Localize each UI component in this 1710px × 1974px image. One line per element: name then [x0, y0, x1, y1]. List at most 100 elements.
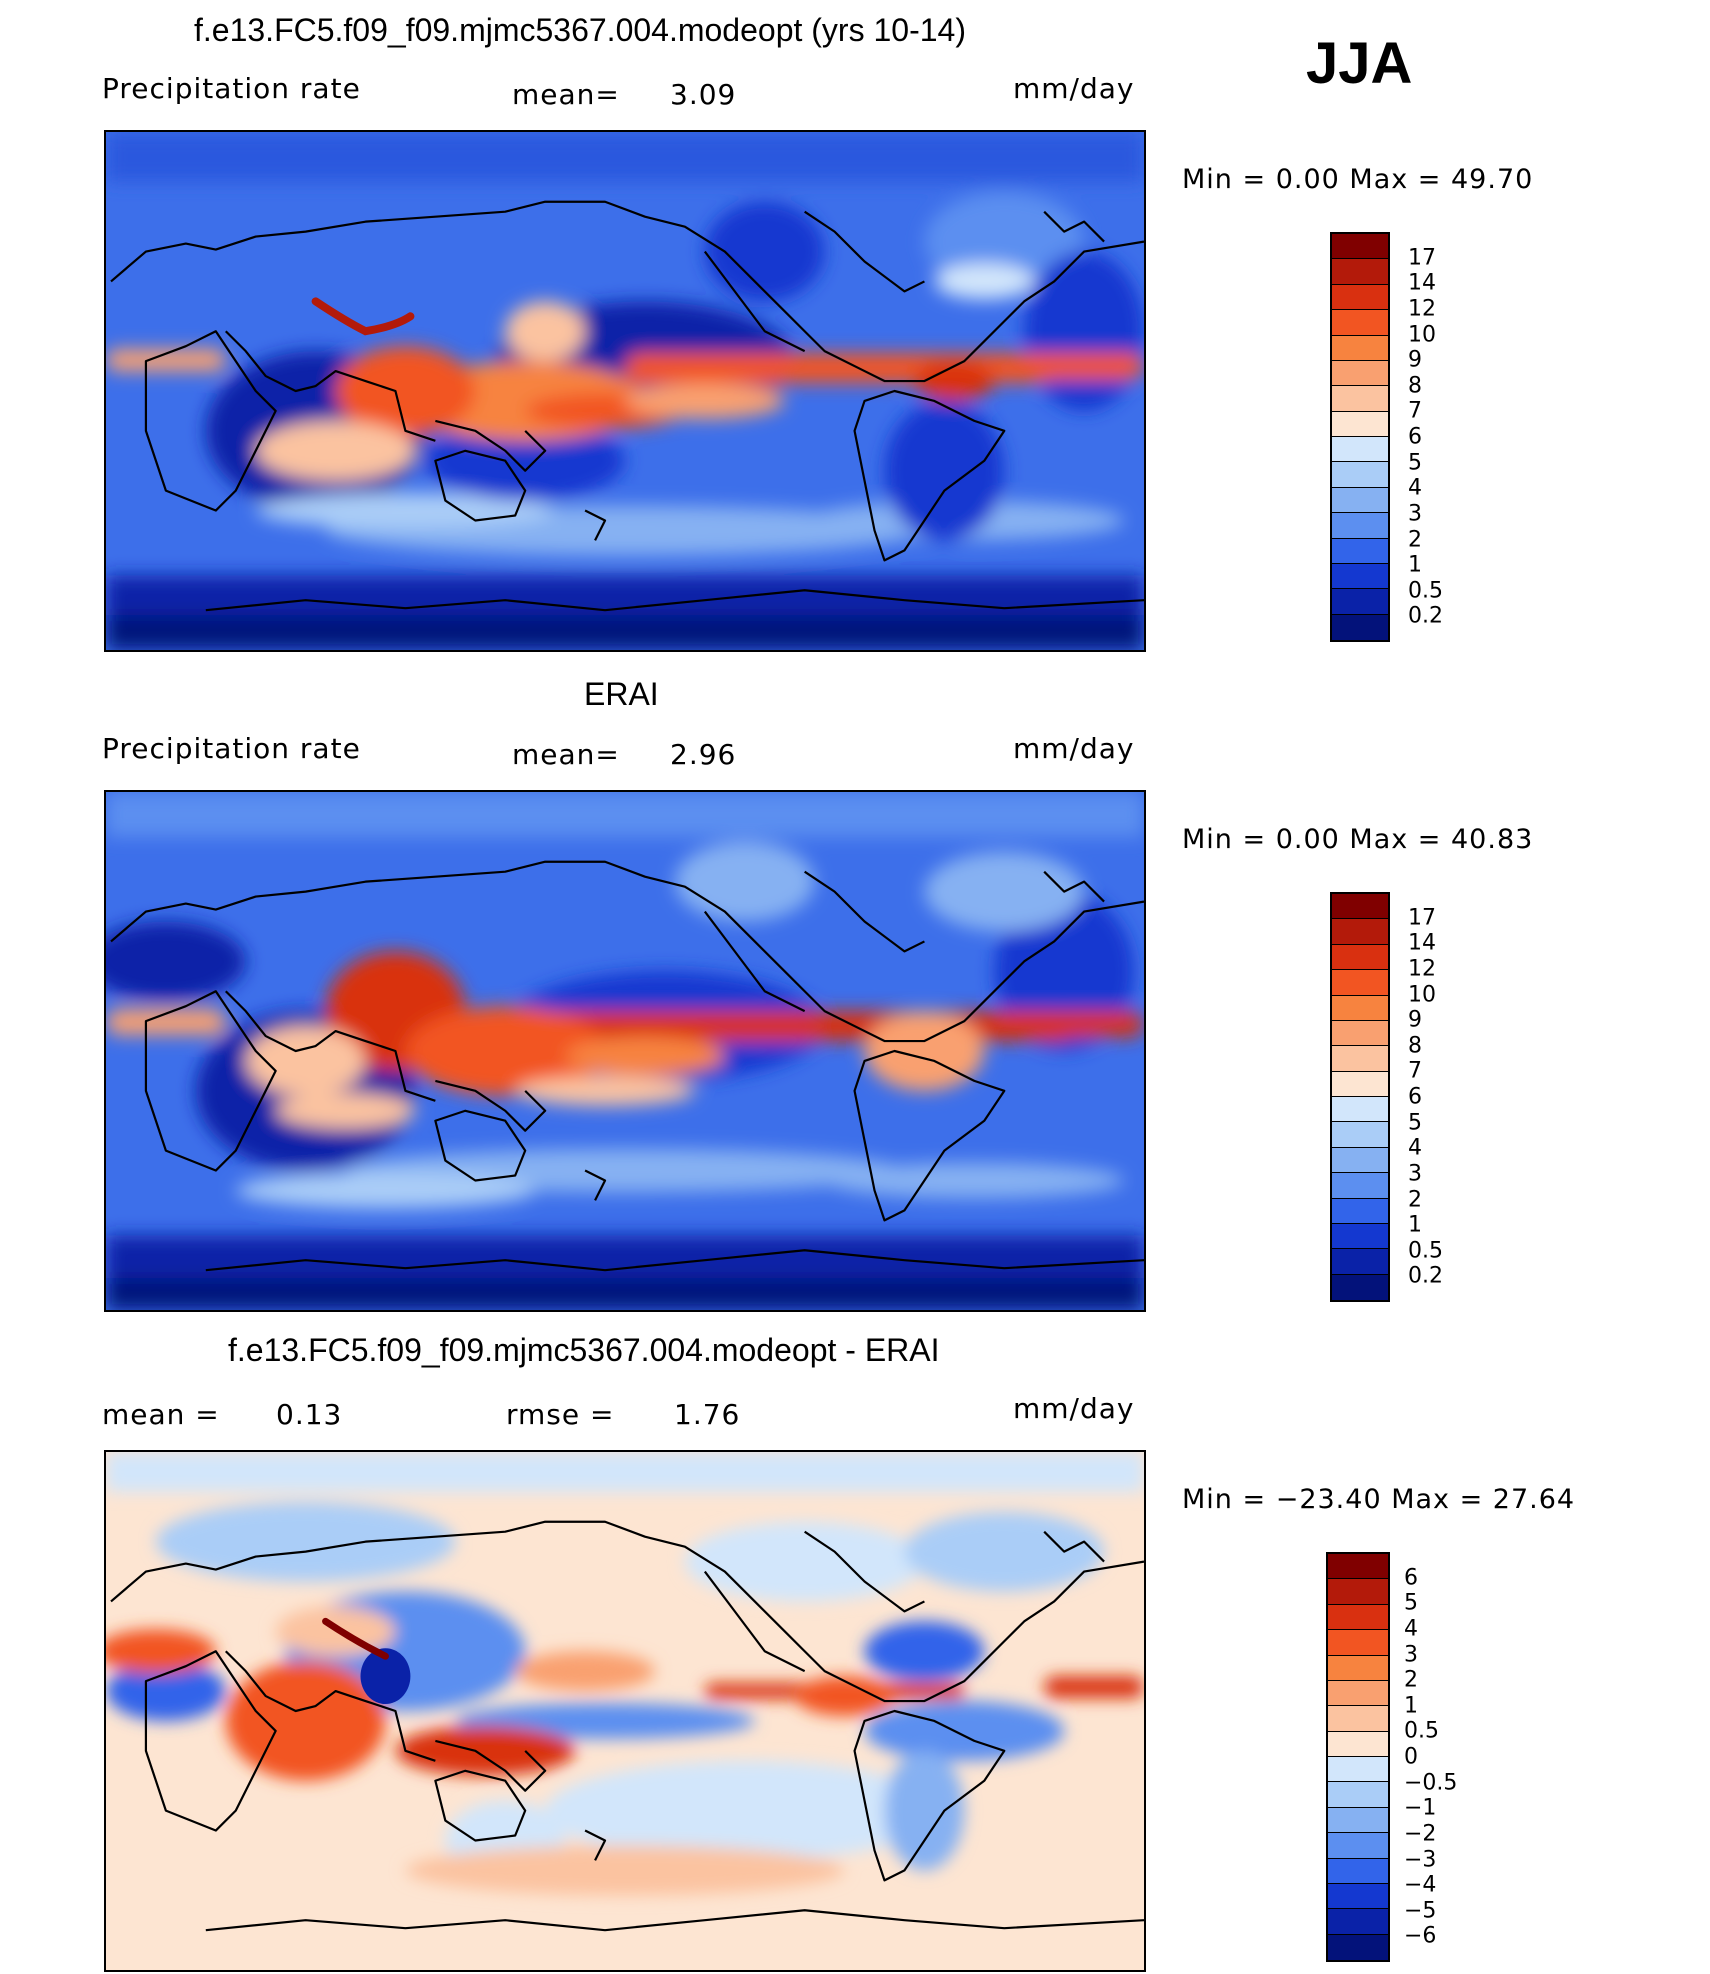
panel3-map-canvas: [106, 1452, 1144, 1970]
colorbar-swatch: [1332, 1173, 1388, 1199]
panel3-colorbar-swatches: [1328, 1554, 1388, 1960]
panel3-rmse-value: 1.76: [674, 1398, 741, 1431]
colorbar-tick-label: 0.5: [1408, 578, 1443, 604]
colorbar-tick-label: 3: [1404, 1642, 1418, 1667]
colorbar-tick-label: 3: [1408, 501, 1422, 527]
colorbar-tick-label: 6: [1408, 424, 1422, 450]
panel3-rmse-label: rmse =: [506, 1398, 615, 1431]
colorbar-tick-label: 1: [1408, 1212, 1422, 1238]
colorbar-swatch: [1328, 1630, 1388, 1656]
colorbar-swatch: [1332, 970, 1388, 996]
colorbar-tick-label: −4: [1404, 1872, 1437, 1898]
panel2-mean-value: 2.96: [670, 738, 737, 771]
panel1-mean-label: mean=: [512, 78, 620, 111]
colorbar-tick-label: 6: [1404, 1565, 1418, 1591]
colorbar-swatch: [1332, 894, 1388, 920]
colorbar-tick-label: 17: [1408, 905, 1436, 931]
panel3-units: mm/day: [1013, 1392, 1135, 1425]
colorbar-tick-label: 2: [1408, 1187, 1422, 1212]
colorbar-swatch: [1328, 1782, 1388, 1808]
colorbar-swatch: [1332, 310, 1388, 336]
colorbar-tick-label: −6: [1404, 1923, 1437, 1949]
panel2-map-canvas: [106, 792, 1144, 1310]
colorbar-swatch: [1328, 1579, 1388, 1605]
colorbar-swatch: [1332, 563, 1388, 590]
colorbar-swatch: [1332, 259, 1388, 285]
panel2-variable-label: Precipitation rate: [102, 732, 361, 765]
colorbar-tick-label: 2: [1404, 1667, 1418, 1693]
panel2-coastlines: [110, 860, 1144, 1272]
colorbar-swatch: [1332, 360, 1388, 387]
colorbar-tick-label: 0.5: [1408, 1238, 1443, 1264]
colorbar-tick-label: 12: [1408, 296, 1436, 322]
colorbar-swatch: [1332, 919, 1388, 945]
panel2-minmax: Min = 0.00 Max = 40.83: [1182, 824, 1534, 855]
colorbar-tick-label: 6: [1408, 1084, 1422, 1110]
colorbar-tick-label: 3: [1408, 1161, 1422, 1187]
colorbar-swatch: [1332, 1274, 1388, 1300]
colorbar-swatch: [1332, 1122, 1388, 1148]
panel2-title: ERAI: [584, 676, 659, 712]
colorbar-tick-label: 8: [1408, 1033, 1422, 1059]
colorbar-swatch: [1332, 1198, 1388, 1224]
colorbar-tick-label: 14: [1408, 270, 1436, 296]
colorbar-swatch: [1332, 995, 1388, 1021]
colorbar-tick-label: 9: [1408, 1007, 1422, 1033]
panel2-precip-map: [104, 790, 1146, 1312]
colorbar-tick-label: 12: [1408, 956, 1436, 982]
colorbar-tick-label: 4: [1404, 1616, 1418, 1642]
colorbar-swatch: [1332, 335, 1388, 361]
colorbar-swatch: [1332, 614, 1388, 640]
colorbar-tick-label: 10: [1408, 982, 1436, 1007]
panel3-mean-label: mean =: [102, 1398, 220, 1431]
panel3-title: f.e13.FC5.f09_f09.mjmc5367.004.modeopt -…: [228, 1332, 940, 1368]
colorbar-swatch: [1328, 1934, 1388, 1960]
panel3-colorbar: [1326, 1552, 1390, 1962]
colorbar-tick-label: 17: [1408, 245, 1436, 271]
colorbar-swatch: [1328, 1604, 1388, 1631]
colorbar-swatch: [1328, 1731, 1388, 1757]
colorbar-swatch: [1332, 1147, 1388, 1174]
colorbar-tick-label: 7: [1408, 1058, 1422, 1084]
colorbar-swatch: [1332, 1071, 1388, 1097]
panel3-minmax: Min = −23.40 Max = 27.64: [1182, 1484, 1576, 1515]
panel1-variable-label: Precipitation rate: [102, 72, 361, 105]
panel3-mean-value: 0.13: [276, 1398, 343, 1431]
colorbar-tick-label: 1: [1408, 552, 1422, 578]
colorbar-tick-label: −5: [1404, 1898, 1437, 1924]
colorbar-swatch: [1332, 1046, 1388, 1072]
colorbar-tick-label: 0.2: [1408, 603, 1443, 629]
colorbar-swatch: [1332, 1020, 1388, 1047]
colorbar-tick-label: −2: [1404, 1821, 1437, 1847]
colorbar-swatch: [1332, 234, 1388, 260]
colorbar-tick-label: −0.5: [1404, 1770, 1458, 1796]
colorbar-swatch: [1328, 1554, 1388, 1580]
colorbar-swatch: [1332, 538, 1388, 564]
panel2-mean-label: mean=: [512, 738, 620, 771]
colorbar-swatch: [1328, 1858, 1388, 1884]
colorbar-swatch: [1328, 1883, 1388, 1910]
panel1-map-canvas: [106, 132, 1144, 650]
panel1-colorbar: [1330, 232, 1390, 642]
colorbar-tick-label: 0.5: [1404, 1718, 1439, 1744]
colorbar-swatch: [1332, 462, 1388, 488]
colorbar-swatch: [1328, 1680, 1388, 1707]
colorbar-swatch: [1328, 1706, 1388, 1732]
colorbar-swatch: [1332, 944, 1388, 971]
colorbar-tick-label: 7: [1408, 398, 1422, 424]
colorbar-swatch: [1332, 437, 1388, 463]
panel2-colorbar-swatches: [1332, 894, 1388, 1300]
colorbar-swatch: [1328, 1833, 1388, 1859]
colorbar-swatch: [1332, 284, 1388, 311]
colorbar-swatch: [1328, 1909, 1388, 1935]
colorbar-tick-label: 5: [1404, 1590, 1418, 1616]
colorbar-tick-label: 4: [1408, 475, 1422, 501]
colorbar-tick-label: 0: [1404, 1744, 1418, 1770]
panel1-coastlines: [110, 200, 1144, 612]
colorbar-tick-label: 1: [1404, 1693, 1418, 1719]
colorbar-tick-label: 4: [1408, 1135, 1422, 1161]
colorbar-swatch: [1328, 1807, 1388, 1834]
colorbar-swatch: [1332, 1249, 1388, 1275]
colorbar-swatch: [1328, 1757, 1388, 1783]
colorbar-swatch: [1332, 386, 1388, 412]
